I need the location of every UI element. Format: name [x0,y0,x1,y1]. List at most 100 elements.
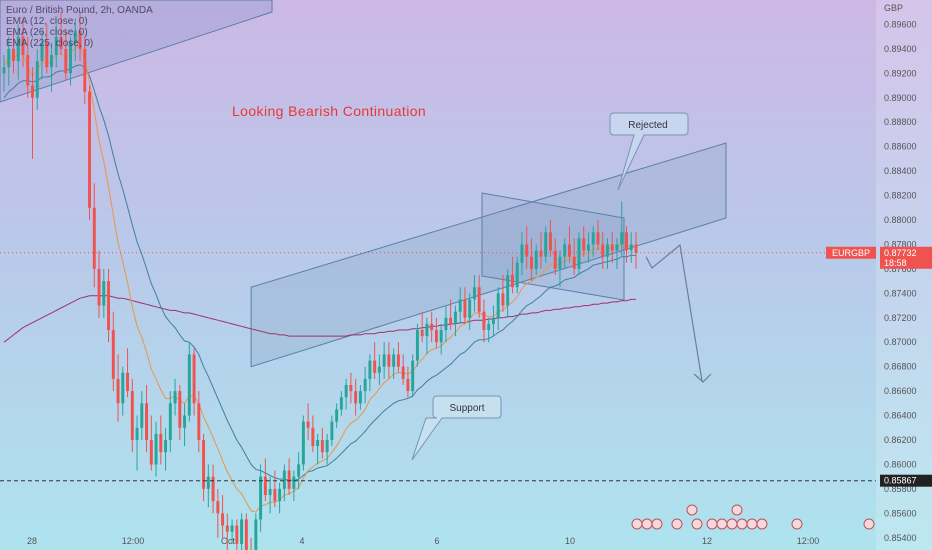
candle-body [159,433,163,453]
candle-body [558,256,562,269]
candle-body [216,501,220,514]
x-tick-label: Oct [221,536,236,546]
currency-label: GBP [884,3,903,13]
candle-body [292,476,296,489]
candle-body [596,232,600,245]
candle-body [97,268,101,306]
projection-arrowhead [693,373,712,383]
candle-body [40,42,44,62]
candle-body [235,525,239,544]
calendar-event-icon [641,518,653,530]
candle-body [591,232,595,245]
legend-ema-12: EMA (12, close, 0) [6,16,88,27]
calendar-event-icon [726,518,738,530]
candle-body [601,244,605,257]
candle-body [449,317,453,324]
candle-body [425,323,429,337]
candle-body [415,330,419,361]
ema-12-line [3,45,637,513]
y-tick-label: 0.86800 [884,362,917,372]
candle-body [529,256,533,269]
y-tick-label: 0.89600 [884,19,917,29]
y-tick-label: 0.86200 [884,435,917,445]
candle-body [377,366,381,373]
candle-body [411,360,415,392]
candle-body [396,354,400,367]
candle-body [520,244,524,263]
legend-title: Euro / British Pound, 2h, OANDA [6,5,153,16]
chart-legend: Euro / British Pound, 2h, OANDA EMA (12,… [6,5,153,49]
candle-body [587,244,590,251]
x-tick-label: 12 [702,536,712,546]
calendar-event-icon [746,518,758,530]
y-tick-label: 0.86000 [884,459,917,469]
candle-body [183,415,187,428]
x-tick-label: 6 [434,536,439,546]
candle-body [420,330,424,337]
price-axis-panel [876,0,932,550]
candle-body [582,238,586,251]
candle-body [7,48,11,68]
candle-body [439,330,443,343]
candle-body [154,433,158,465]
candle-body [192,354,196,404]
candle-body [501,293,505,306]
candle-body [468,299,472,318]
candle-body [563,244,567,257]
calendar-event-icon [651,518,663,530]
y-tick-label: 0.87800 [884,239,917,249]
candle-body [54,36,58,55]
candle-body [2,67,6,74]
candle-body [164,440,168,453]
countdown-tag: 18:58 [884,258,907,268]
candle-body [301,421,305,465]
calendar-event-icon [671,518,683,530]
x-tick-label: 4 [299,536,304,546]
candle-body [263,476,267,495]
candle-body [126,372,130,392]
y-tick-label: 0.89200 [884,68,917,78]
candle-body [244,519,248,550]
candle-body [472,287,476,300]
candle-body [525,244,529,257]
candle-body [339,397,343,410]
candle-body [197,403,201,440]
candle-body [477,287,481,312]
x-tick-label: 12:00 [122,536,145,546]
calendar-event-icon [686,504,698,516]
candle-body [387,354,391,367]
y-tick-label: 0.85400 [884,533,917,543]
x-tick-label: 28 [27,536,37,546]
rejected-label: Rejected [628,120,667,131]
y-tick-label: 0.87600 [884,264,917,274]
calendar-event-icon [731,504,743,516]
candle-body [620,232,624,245]
candle-body [311,427,315,447]
candle-body [287,470,291,489]
y-tick-label: 0.86600 [884,386,917,396]
candle-body [306,421,310,428]
candle-body [496,293,500,318]
candle-body [64,48,68,74]
candle-body [73,30,77,43]
candle-body [363,378,367,392]
candle-body [625,232,628,251]
candle-body [26,55,30,86]
y-tick-label: 0.87000 [884,337,917,347]
candle-body [92,207,96,269]
candle-body [102,281,106,306]
candle-body [453,311,457,324]
calendar-event-icon [631,518,643,530]
candle-body [406,378,410,392]
calendar-event-icon [791,518,803,530]
candle-body [634,244,638,253]
candle-body [107,281,111,330]
y-tick-label: 0.85600 [884,508,917,518]
candle-body [31,85,34,98]
candle-body [225,525,229,532]
y-tick-label: 0.87200 [884,313,917,323]
candle-body [349,385,353,392]
candle-body [178,391,182,428]
